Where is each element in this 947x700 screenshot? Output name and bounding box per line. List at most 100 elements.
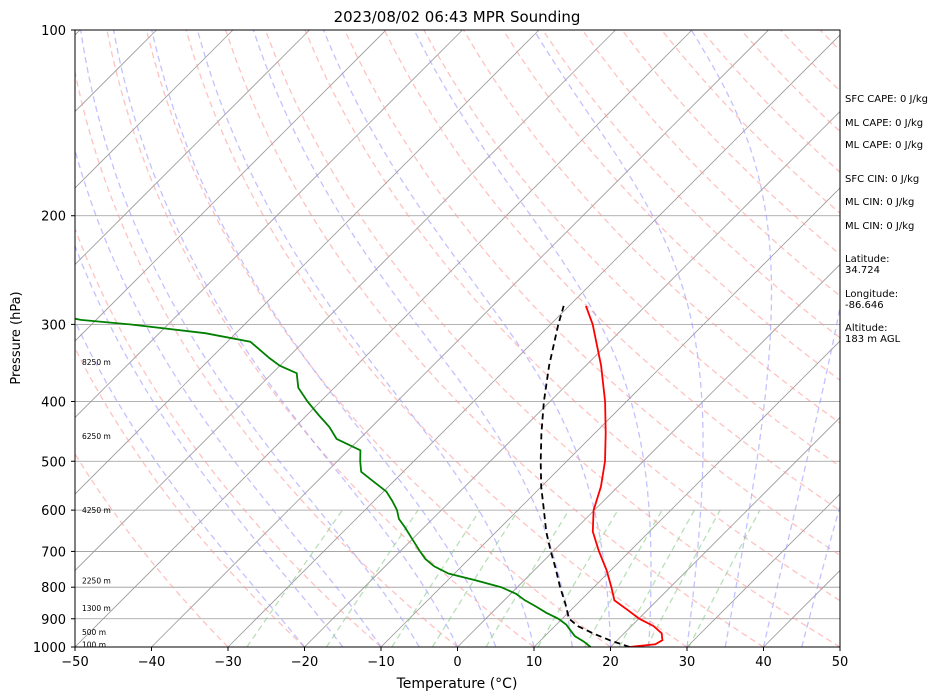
height-label: 100 m [82, 640, 106, 649]
isotherm-line [227, 34, 840, 647]
moist-adiabat-lines [75, 30, 840, 647]
y-tick-label: 200 [41, 210, 66, 225]
y-tick-label: 800 [41, 581, 66, 596]
side-note: Longitude: [845, 289, 898, 300]
side-note: 183 m AGL [845, 334, 901, 345]
temperature-line [585, 305, 664, 647]
dry-adiabat-line [264, 30, 840, 647]
moist-adiabat-line [762, 304, 840, 647]
isotherm-line [75, 30, 693, 647]
y-axis-label: Pressure (hPa) [9, 291, 24, 384]
mixing-ratio-line [246, 509, 344, 647]
y-tick-label: 1000 [33, 641, 66, 656]
isotherm-line [304, 110, 840, 647]
x-tick-label: −30 [214, 655, 241, 670]
side-note: Latitude: [845, 254, 890, 265]
y-tick-label: 900 [41, 613, 66, 628]
sounding-profiles [75, 305, 664, 647]
height-label: 500 m [82, 628, 106, 637]
mixing-ratio-line [537, 509, 619, 647]
side-note: ML CIN: 0 J/kg [845, 197, 914, 208]
dry-adiabat-line [75, 69, 458, 647]
mixing-ratio-line [485, 509, 570, 647]
isotherm-lines [0, 30, 840, 647]
isotherm-line [75, 30, 387, 342]
moist-adiabat-line [690, 30, 773, 647]
dry-adiabat-line [75, 346, 305, 647]
moist-adiabat-line [801, 504, 840, 647]
height-label: 8250 m [82, 358, 111, 367]
isotherm-line [0, 30, 4, 647]
height-label: 6250 m [82, 432, 111, 441]
x-tick-label: 0 [453, 655, 461, 670]
isotherm-line [533, 340, 840, 647]
moist-adiabat-line [75, 319, 305, 647]
dewpoint-line [75, 317, 592, 647]
isotherm-line [151, 30, 769, 647]
moist-adiabat-line [75, 147, 382, 647]
isotherm-line [75, 30, 463, 419]
isotherm-line [75, 30, 540, 495]
height-labels: 8250 m 6250 m 4250 m 2250 m 1300 m 500 m 100 m [82, 358, 111, 649]
isotherm-line [75, 30, 310, 266]
moist-adiabat-line [80, 30, 420, 647]
height-label: 4250 m [82, 506, 111, 515]
dry-adiabat-line [423, 30, 840, 468]
dry-adiabat-lines [75, 30, 840, 647]
height-label: 1300 m [82, 604, 111, 613]
moist-adiabat-line [75, 244, 344, 647]
y-tick-label: 300 [41, 318, 66, 333]
isotherm-line [686, 493, 840, 647]
y-tick-label: 700 [41, 545, 66, 560]
x-tick-label: 40 [755, 655, 772, 670]
moist-adiabat-line [413, 30, 652, 647]
isotherm-line [610, 416, 840, 647]
x-tick-label: −50 [61, 655, 88, 670]
dry-adiabat-line [106, 30, 535, 647]
dry-adiabat-line [344, 30, 840, 556]
height-label: 2250 m [82, 576, 111, 585]
isobar-lines [75, 215, 840, 620]
x-tick-label: 10 [526, 655, 543, 670]
x-tick-label: 50 [832, 655, 849, 670]
dry-adiabat-line [75, 226, 382, 647]
side-note: -86.646 [845, 300, 884, 311]
isotherm-line [75, 30, 234, 189]
isotherm-line [380, 187, 840, 647]
moist-adiabat-line [151, 30, 497, 647]
dry-adiabat-line [145, 30, 611, 647]
dry-adiabat-line [304, 30, 840, 602]
moist-adiabat-line [322, 30, 612, 647]
moist-adiabat-line [196, 30, 535, 647]
y-axis-ticks: 100 200 300 400 500 600 700 800 900 1000 [33, 24, 75, 656]
mixing-ratio-lines [246, 509, 761, 647]
y-tick-label: 600 [41, 504, 66, 519]
isotherm-line [457, 263, 840, 647]
x-tick-label: 20 [602, 655, 619, 670]
moist-adiabat-line [533, 30, 704, 647]
x-tick-label: −20 [291, 655, 318, 670]
side-note: ML CAPE: 0 J/kg [845, 118, 923, 129]
moist-adiabat-line [112, 30, 459, 647]
mixing-ratio-line [618, 509, 696, 647]
isotherm-line [75, 30, 616, 572]
x-tick-label: −40 [138, 655, 165, 670]
plot-frame [74, 29, 841, 648]
x-axis-label: Temperature (°C) [396, 676, 518, 692]
y-tick-label: 500 [41, 455, 66, 470]
side-note: ML CAPE: 0 J/kg [845, 140, 923, 151]
side-note: SFC CAPE: 0 J/kg [845, 94, 928, 105]
mixing-ratio-line [391, 509, 481, 647]
x-axis-ticks: −50 −40 −30 −20 −10 0 10 20 30 40 50 [61, 647, 848, 670]
side-note: 34.724 [845, 265, 880, 276]
side-note: SFC CIN: 0 J/kg [845, 174, 919, 185]
x-tick-label: 30 [679, 655, 696, 670]
mixing-ratio-line [688, 509, 761, 647]
chart-title: 2023/08/02 06:43 MPR Sounding [334, 8, 581, 26]
mixing-ratio-line [431, 509, 519, 647]
parcel-line [539, 305, 630, 647]
mixing-ratio-line [325, 509, 419, 647]
y-tick-label: 100 [41, 24, 66, 39]
side-notes: SFC CAPE: 0 J/kg ML CAPE: 0 J/kg ML CAPE: … [845, 94, 928, 345]
mixing-ratio-line [584, 509, 663, 647]
